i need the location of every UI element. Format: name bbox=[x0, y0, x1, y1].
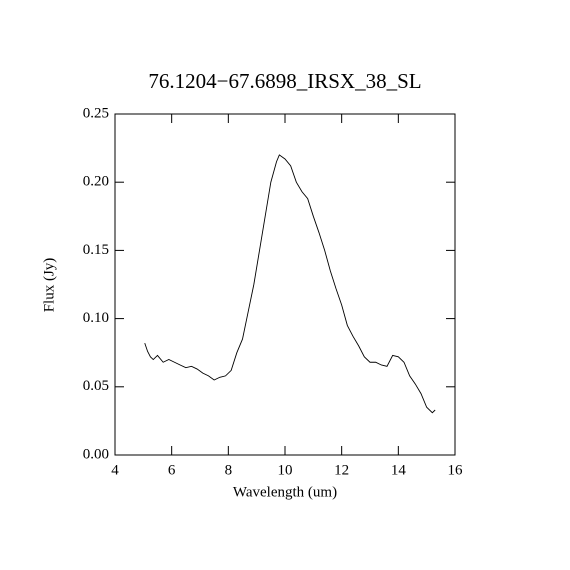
x-tick-label: 14 bbox=[391, 462, 407, 478]
x-axis-label: Wavelength (um) bbox=[233, 484, 337, 500]
x-tick-label: 16 bbox=[448, 462, 464, 478]
x-tick-label: 8 bbox=[225, 462, 233, 478]
x-tick-label: 10 bbox=[278, 462, 293, 478]
y-tick-label: 0.05 bbox=[83, 378, 109, 394]
y-tick-label: 0.25 bbox=[83, 105, 109, 121]
y-axis-label: Flux (Jy) bbox=[41, 258, 57, 313]
x-tick-label: 6 bbox=[168, 462, 176, 478]
y-tick-label: 0.15 bbox=[83, 242, 109, 258]
spectrum-line bbox=[144, 154, 436, 414]
y-tick-label: 0.10 bbox=[83, 310, 109, 326]
y-tick-label: 0.00 bbox=[83, 446, 109, 462]
x-tick-label: 12 bbox=[334, 462, 349, 478]
y-tick-label: 0.20 bbox=[83, 174, 109, 190]
x-tick-label: 4 bbox=[111, 462, 119, 478]
chart-title: 76.1204−67.6898_IRSX_38_SL bbox=[148, 69, 421, 93]
